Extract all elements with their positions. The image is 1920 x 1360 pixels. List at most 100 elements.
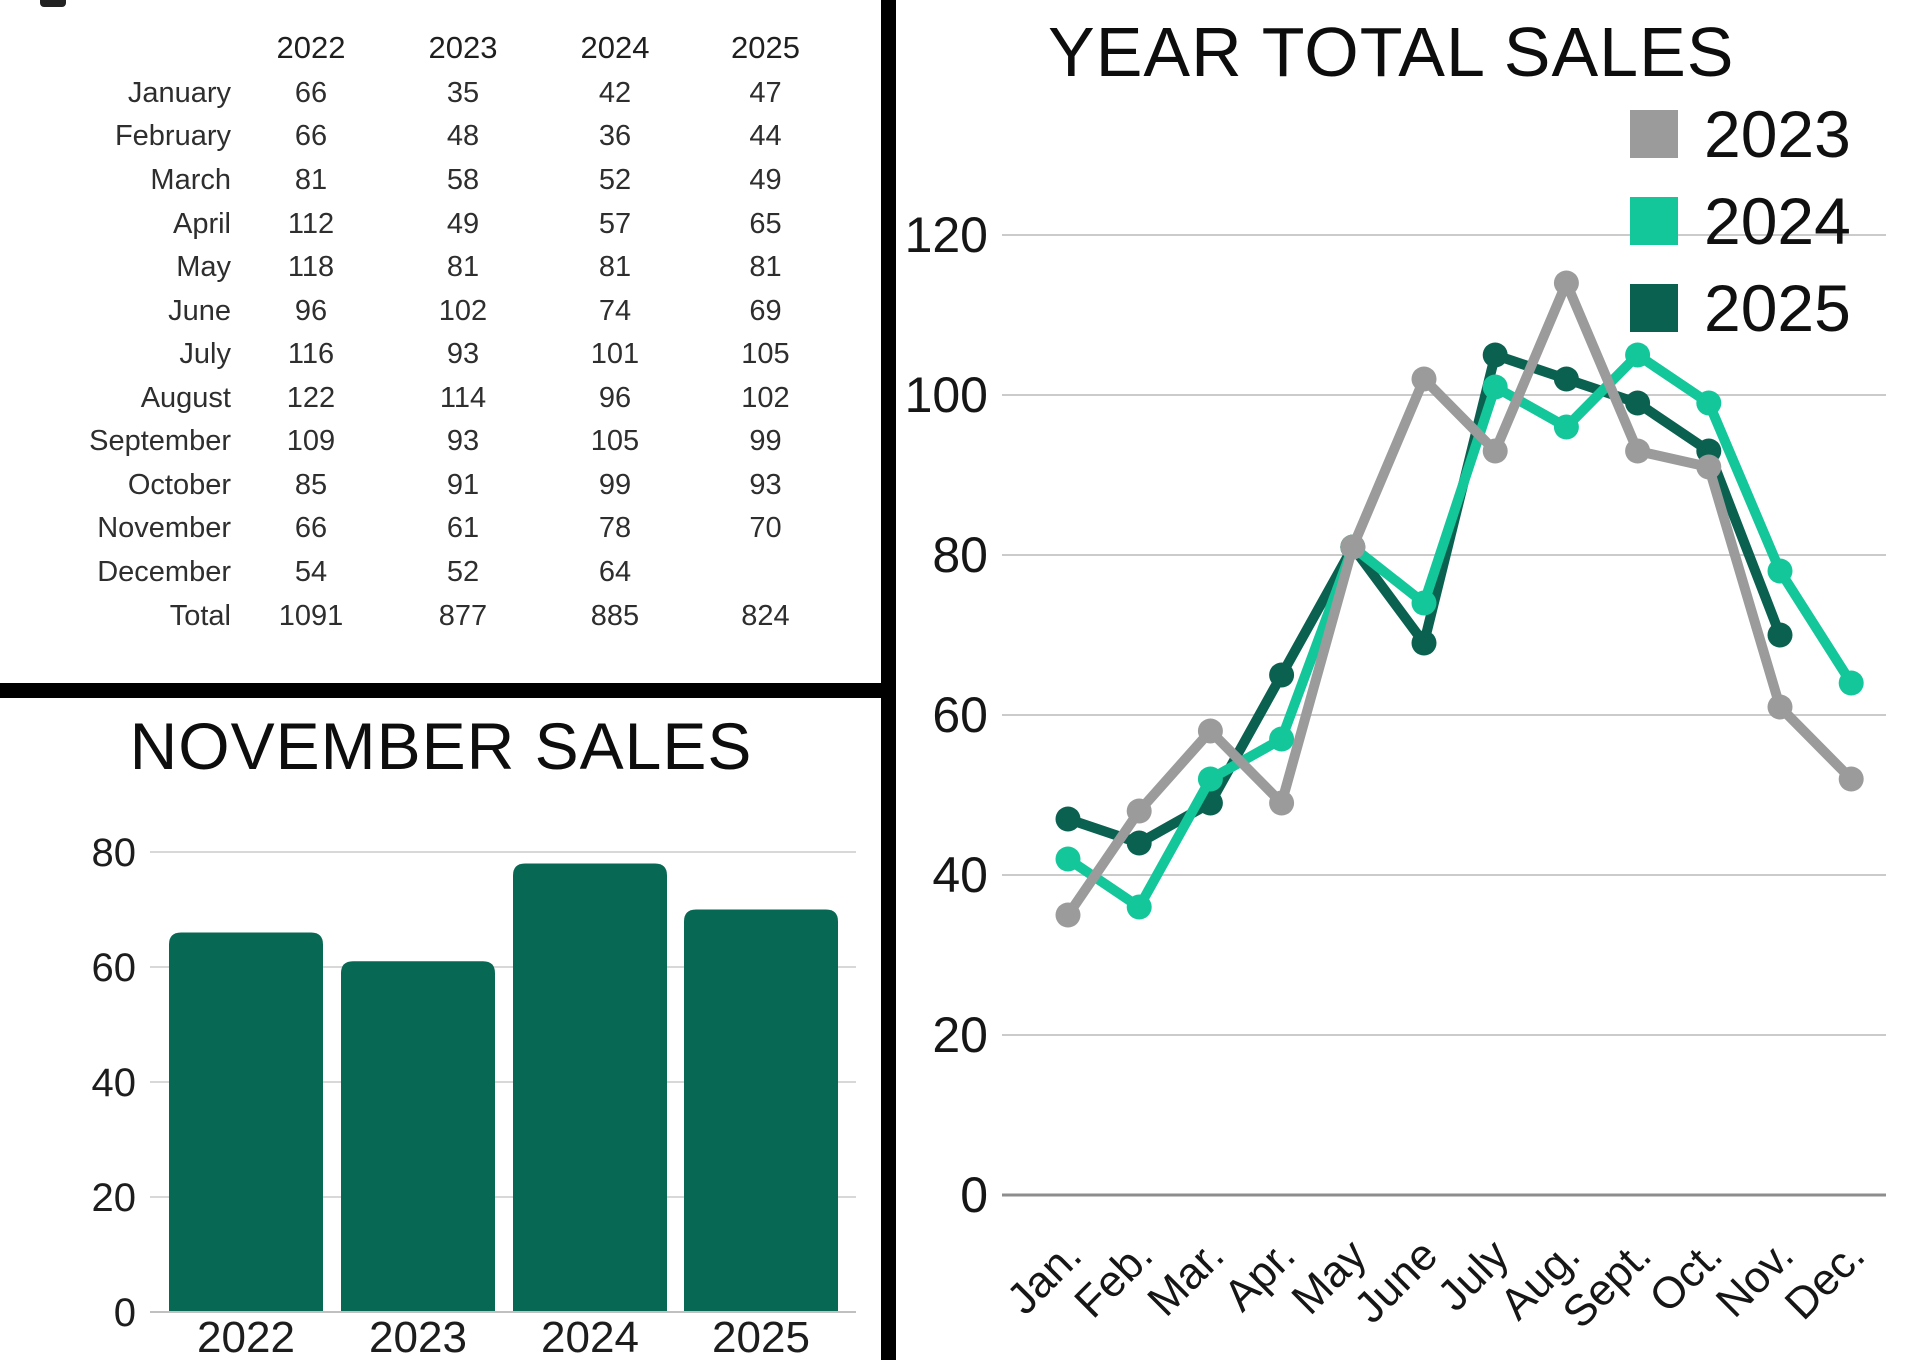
table-row: June 96 102 74 69 [40,289,840,333]
line-chart-legend: 2023 2024 2025 [1630,101,1851,371]
y-tick-label: 120 [905,207,988,263]
y-tick-label: 100 [905,367,988,423]
x-tick-label: Feb. [1065,1230,1162,1327]
table-col-header: 2024 [580,29,650,65]
table-cell: 99 [749,425,782,458]
table-col-header: 2022 [276,29,346,65]
data-point-2025 [1126,830,1152,856]
table-cell: 65 [749,207,782,240]
corner-artifact [40,0,66,7]
table-cell: 66 [294,120,328,153]
table-cell: 42 [598,76,632,109]
table-cell: 877 [438,599,488,632]
x-tick-label: 2024 [541,1313,639,1360]
table-cell: 96 [598,381,632,414]
table-row: March 81 58 52 49 [40,159,840,203]
table-cell: 81 [446,251,480,284]
data-point-2025 [1625,390,1651,416]
table-row-label: February [114,120,231,153]
bar-2025 [684,909,838,1312]
data-point-2023 [1696,454,1722,480]
table-row-label: April [172,207,231,240]
x-tick-label: 2023 [369,1313,467,1360]
table-row-label: July [179,338,231,371]
legend-label: 2024 [1704,184,1851,258]
table-cell [691,551,840,595]
table-cell: 69 [749,294,782,327]
table-cell: 61 [446,512,480,545]
table-col-header: 2023 [428,29,498,65]
y-tick-label: 60 [92,946,137,990]
y-tick-label: 20 [92,1176,137,1220]
table-row: May 118 81 81 81 [40,246,840,290]
table-cell: 102 [741,381,790,414]
table-cell: 93 [749,468,782,501]
table-cell: 81 [294,163,328,196]
table-cell: 102 [438,294,488,327]
table-row: August 122 114 96 102 [40,376,840,420]
data-point-2023 [1055,902,1081,928]
table-row: November 66 61 78 70 [40,507,840,551]
y-tick-label: 80 [932,527,988,583]
table-cell: 66 [294,512,328,545]
table-cell: 52 [446,556,480,588]
table-header-row: 2022 2023 2024 2025 [40,24,840,72]
table-cell: 47 [749,76,782,109]
table-cell: 96 [294,294,328,327]
table-cell: 118 [287,251,335,284]
sales-table-grid: 2022 2023 2024 2025 January 66 35 42 47 February 6… [40,24,840,638]
data-point-2023 [1411,366,1437,392]
data-point-2023 [1838,766,1864,792]
table-col-header: 2025 [731,29,800,65]
table-cell: 78 [598,512,632,545]
year-total-sales-line-chart: 020406080100120Jan.Feb.Mar.Apr.MayJuneJu… [905,207,1886,1338]
data-point-2025 [1482,342,1508,368]
table-cell: 57 [598,207,632,240]
table-cell: 105 [741,338,790,371]
table-cell: 85 [294,468,328,501]
data-point-2025 [1269,662,1295,688]
table-cell: 58 [446,163,480,196]
series-line-2024 [1063,350,1857,912]
table-cell: 70 [749,512,782,545]
y-tick-label: 20 [932,1007,988,1063]
y-tick-label: 0 [114,1291,136,1335]
x-tick-label: Apr. [1215,1230,1305,1320]
data-point-2024 [1055,846,1081,872]
data-point-2024 [1269,726,1295,752]
legend-label: 2025 [1704,271,1851,345]
data-point-2023 [1625,438,1651,464]
x-tick-label: 2025 [712,1313,810,1360]
table-cell: 114 [439,381,487,414]
table-cell: 101 [590,338,640,371]
y-tick-label: 0 [960,1167,988,1223]
table-cell: 54 [294,556,328,588]
table-row: April 112 49 57 65 [40,202,840,246]
table-row-label: September [89,425,231,458]
data-point-2024 [1838,670,1864,696]
table-cell: 99 [598,468,632,501]
x-tick-label: Nov. [1707,1230,1803,1326]
data-point-2023 [1269,790,1295,816]
table-row-label: Total [169,599,231,632]
table-cell: 49 [749,163,782,196]
table-cell: 112 [287,207,335,240]
bar-2022 [169,932,323,1312]
data-point-2024 [1197,766,1223,792]
data-point-2023 [1340,534,1366,560]
y-tick-label: 60 [932,687,988,743]
x-tick-label: Jan. [998,1230,1091,1323]
table-row-label: June [168,294,231,327]
table-row: Total 1091 877 885 824 [40,594,840,638]
x-tick-label: Oct. [1640,1230,1732,1322]
table-cell: 105 [590,425,640,458]
table-row-label: August [140,381,231,414]
x-tick-label: Dec. [1776,1230,1875,1329]
table-cell: 36 [598,120,632,153]
table-cell: 824 [741,599,790,632]
y-tick-label: 80 [92,831,137,875]
table-row-label: October [127,468,231,501]
data-point-2025 [1767,622,1793,648]
table-row-label: March [150,163,231,196]
x-tick-label: Mar. [1138,1230,1233,1325]
